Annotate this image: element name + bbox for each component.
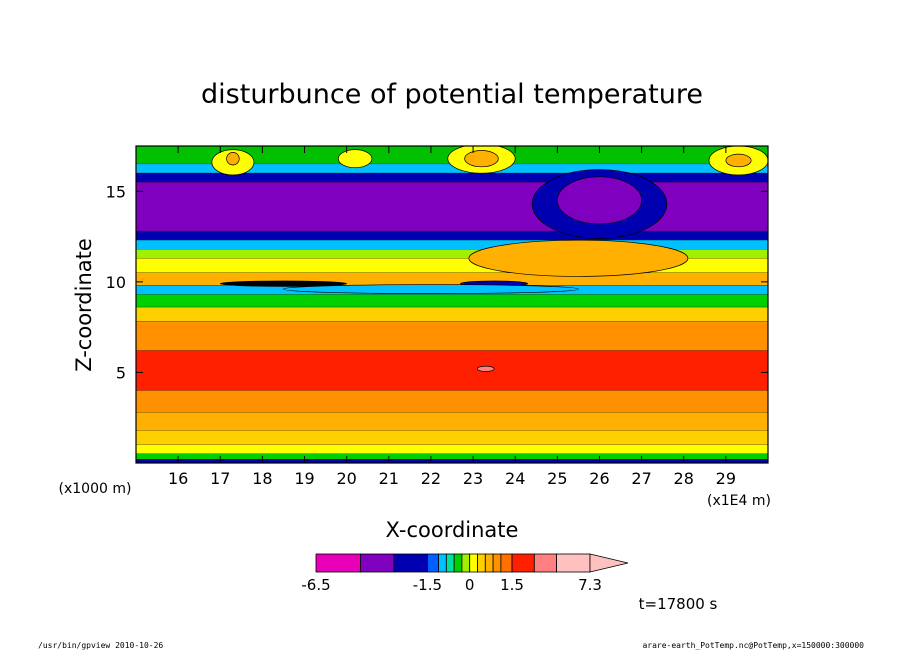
field-feature-12 — [283, 284, 579, 294]
colorbar-cell — [445, 553, 455, 573]
colorbar-cell — [461, 553, 471, 573]
field-band-19 — [136, 459, 768, 463]
y-tick-label: 5 — [116, 363, 126, 382]
x-ticks: 16 17 18 19 20 21 22 23 24 25 26 27 28 29 — [168, 146, 736, 488]
field-band-3 — [136, 182, 768, 232]
field-feature-8 — [556, 176, 642, 225]
field-band-16 — [136, 430, 768, 445]
field-band-1 — [136, 164, 768, 174]
colorbar-cell — [393, 553, 428, 573]
field-feature-13 — [476, 365, 495, 372]
field-band-10 — [136, 294, 768, 308]
footer-left: /usr/bin/gpview 2010-10-26 — [38, 641, 164, 650]
x-axis-label: X-coordinate — [386, 518, 519, 542]
plot-frame — [135, 145, 769, 464]
field-band-4 — [136, 231, 768, 241]
colorbar-tick-label: 1.5 — [500, 576, 524, 594]
field-feature-6 — [725, 153, 752, 168]
field-band-5 — [136, 240, 768, 250]
chart-title: disturbunce of potential temperature — [201, 79, 703, 110]
plot-area — [136, 146, 768, 463]
y-tick-label: 15 — [106, 182, 126, 201]
x-tick-label: 17 — [210, 469, 230, 488]
x-tick-label: 29 — [716, 469, 736, 488]
field-band-2 — [136, 173, 768, 183]
colorbar-tick-label: 0 — [465, 576, 475, 594]
x-unit-left: (x1000 m) — [59, 481, 132, 497]
x-tick-label: 23 — [463, 469, 483, 488]
colorbar-cell — [484, 553, 494, 573]
colorbar-cell — [511, 553, 535, 573]
features-layer — [211, 146, 768, 372]
colorbar-cell — [360, 553, 395, 573]
time-label: t=17800 s — [639, 595, 718, 613]
x-unit-right: (x1E4 m) — [707, 493, 771, 509]
colorbar-tick-labels: -6.5 -1.5 0 1.5 7.3 — [301, 576, 602, 594]
field-feature-10 — [219, 280, 348, 287]
field-band-12 — [136, 321, 768, 351]
field-feature-9 — [468, 239, 689, 277]
field-band-15 — [136, 412, 768, 431]
colorbar-tick-label: 7.3 — [578, 576, 602, 594]
field-band-13 — [136, 350, 768, 391]
colorbar-cell — [500, 553, 513, 573]
field-feature-4 — [464, 150, 499, 168]
x-tick-label: 22 — [421, 469, 441, 488]
colorbar-cell — [492, 553, 502, 573]
colorbar-tick-label: -1.5 — [413, 576, 442, 594]
field-band-14 — [136, 390, 768, 413]
x-tick-label: 26 — [589, 469, 609, 488]
x-tick-label: 18 — [252, 469, 272, 488]
colorbar-cell — [438, 553, 447, 573]
x-tick-label: 19 — [294, 469, 314, 488]
colorbar-cells — [315, 553, 629, 573]
x-tick-label: 25 — [547, 469, 567, 488]
field-band-11 — [136, 307, 768, 322]
y-axis-label: Z-coordinate — [72, 238, 96, 372]
x-tick-label: 27 — [631, 469, 651, 488]
y-ticks: 5 10 15 — [106, 182, 768, 382]
field-feature-1 — [226, 151, 240, 166]
colorbar-cell — [556, 553, 591, 573]
colorbar-cell — [453, 553, 463, 573]
colorbar-cell — [533, 553, 557, 573]
x-tick-label: 28 — [674, 469, 694, 488]
field-band-6 — [136, 249, 768, 259]
x-tick-label: 16 — [168, 469, 188, 488]
x-tick-label: 21 — [379, 469, 399, 488]
footer-right: arare-earth_PotTemp.nc@PotTemp,x=150000:… — [642, 641, 864, 650]
x-tick-label: 20 — [336, 469, 356, 488]
bands-layer — [136, 146, 768, 463]
y-tick-label: 10 — [106, 273, 126, 292]
colorbar: -6.5 -1.5 0 1.5 7.3 — [301, 553, 629, 594]
x-tick-label: 24 — [505, 469, 525, 488]
colorbar-cell — [426, 553, 439, 573]
field-band-17 — [136, 444, 768, 454]
colorbar-cell — [469, 553, 478, 573]
colorbar-end-triangle — [589, 553, 629, 573]
colorbar-cell — [315, 553, 361, 573]
colorbar-tick-label: -6.5 — [301, 576, 330, 594]
colorbar-cell — [477, 553, 486, 573]
field-feature-2 — [337, 149, 373, 169]
field-band-18 — [136, 453, 768, 460]
